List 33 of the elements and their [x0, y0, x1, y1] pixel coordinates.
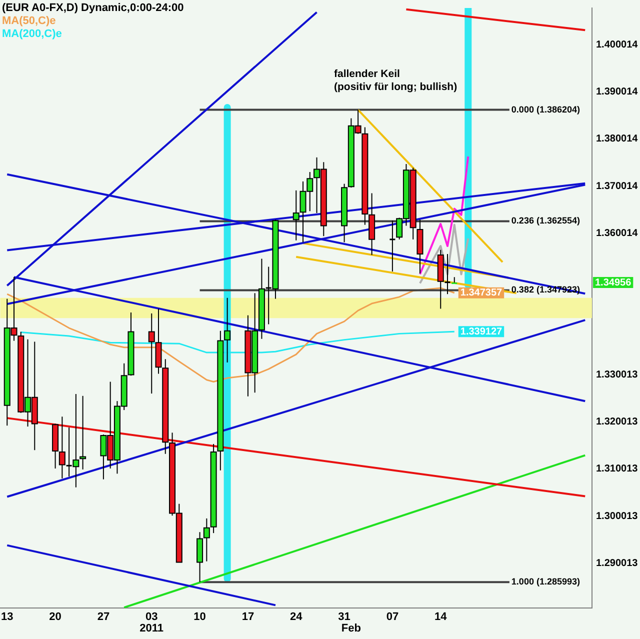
x-tick-label: 24: [290, 610, 304, 623]
annotation: (positiv für long; bullish): [334, 81, 458, 94]
x-tick-label: 31: [338, 610, 350, 623]
y-tick-label: 1.380014: [596, 134, 638, 145]
text: MA(200,C)e: [2, 28, 63, 41]
x2-tick-label: 2011: [140, 622, 164, 635]
y-tick-label: 1.400014: [596, 39, 638, 50]
y-tick-label: 1.310013: [596, 464, 638, 475]
y-tick-label: 1.370014: [596, 180, 638, 192]
x-tick-label: 13: [0, 610, 14, 623]
x-tick-label: 14: [434, 610, 448, 623]
x-tick-label: 20: [49, 610, 62, 623]
y-tick-label: 1.330013: [596, 369, 638, 380]
annotation: 0.000 (1.386204): [511, 104, 580, 114]
annotation: 0.236 (1.362554): [511, 216, 580, 226]
y-tick-label: 1.300013: [596, 510, 638, 522]
x-tick-label: 27: [97, 610, 110, 623]
y-tick-label: 1.390014: [596, 86, 638, 98]
x-tick-label: 17: [242, 610, 254, 623]
data-label: 1.347357: [460, 288, 503, 299]
annotation: fallender Keil: [334, 68, 401, 81]
y-tick-label: 1.320013: [596, 416, 638, 428]
x-tick-label: 07: [386, 610, 399, 623]
x2-tick-label: Feb: [341, 622, 362, 635]
y-tick-label: 1.290013: [596, 558, 638, 569]
data-label: 1.339127: [460, 326, 503, 338]
text: MA(50,C)e: [2, 15, 57, 28]
y-tick-label: 1.360014: [596, 228, 638, 239]
x-tick-label: 03: [145, 610, 158, 623]
text: 1.34956: [595, 277, 632, 288]
annotation: 1.000 (1.285993): [511, 576, 580, 587]
chart-title: (EUR A0-FX,D) Dynamic,0:00-24:00: [2, 2, 184, 15]
x-tick-label: 10: [194, 610, 206, 623]
